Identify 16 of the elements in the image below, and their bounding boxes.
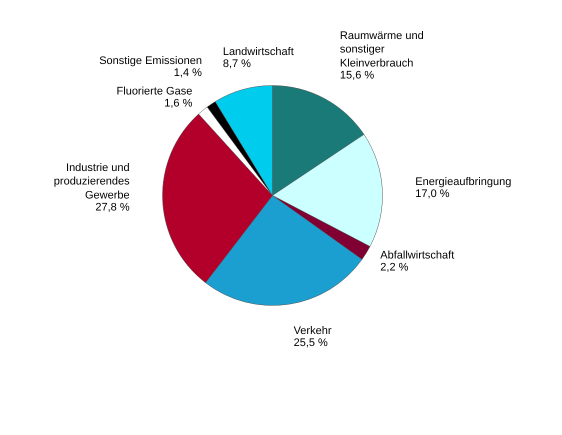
slice-label: Energieaufbringung — [415, 176, 512, 188]
data-label: 27,8 % — [95, 201, 130, 214]
data-label: 1,6 % — [164, 98, 193, 110]
data-label: 17,0 % — [415, 188, 450, 200]
data-label: 1,4 % — [174, 66, 202, 79]
slice-label: Landwirtschaft — [222, 46, 294, 58]
slice-label: Sonstige Emissionen — [99, 54, 202, 67]
slice-label: Abfallwirtschaft — [380, 250, 454, 262]
slice-label: Raumwärme und sonstiger Kleinverbrauch — [340, 30, 424, 70]
slice-label: Fluorierte Gase — [116, 86, 192, 98]
data-label: 2,2 % — [380, 262, 409, 274]
slice-label: Verkehr — [294, 324, 332, 337]
data-label: 8,7 % — [222, 58, 252, 70]
data-label: 15,6 % — [340, 69, 374, 82]
data-label: 25,5 % — [294, 336, 328, 349]
slice-label: Industrie und produzierendes Gewerbe — [54, 162, 130, 202]
